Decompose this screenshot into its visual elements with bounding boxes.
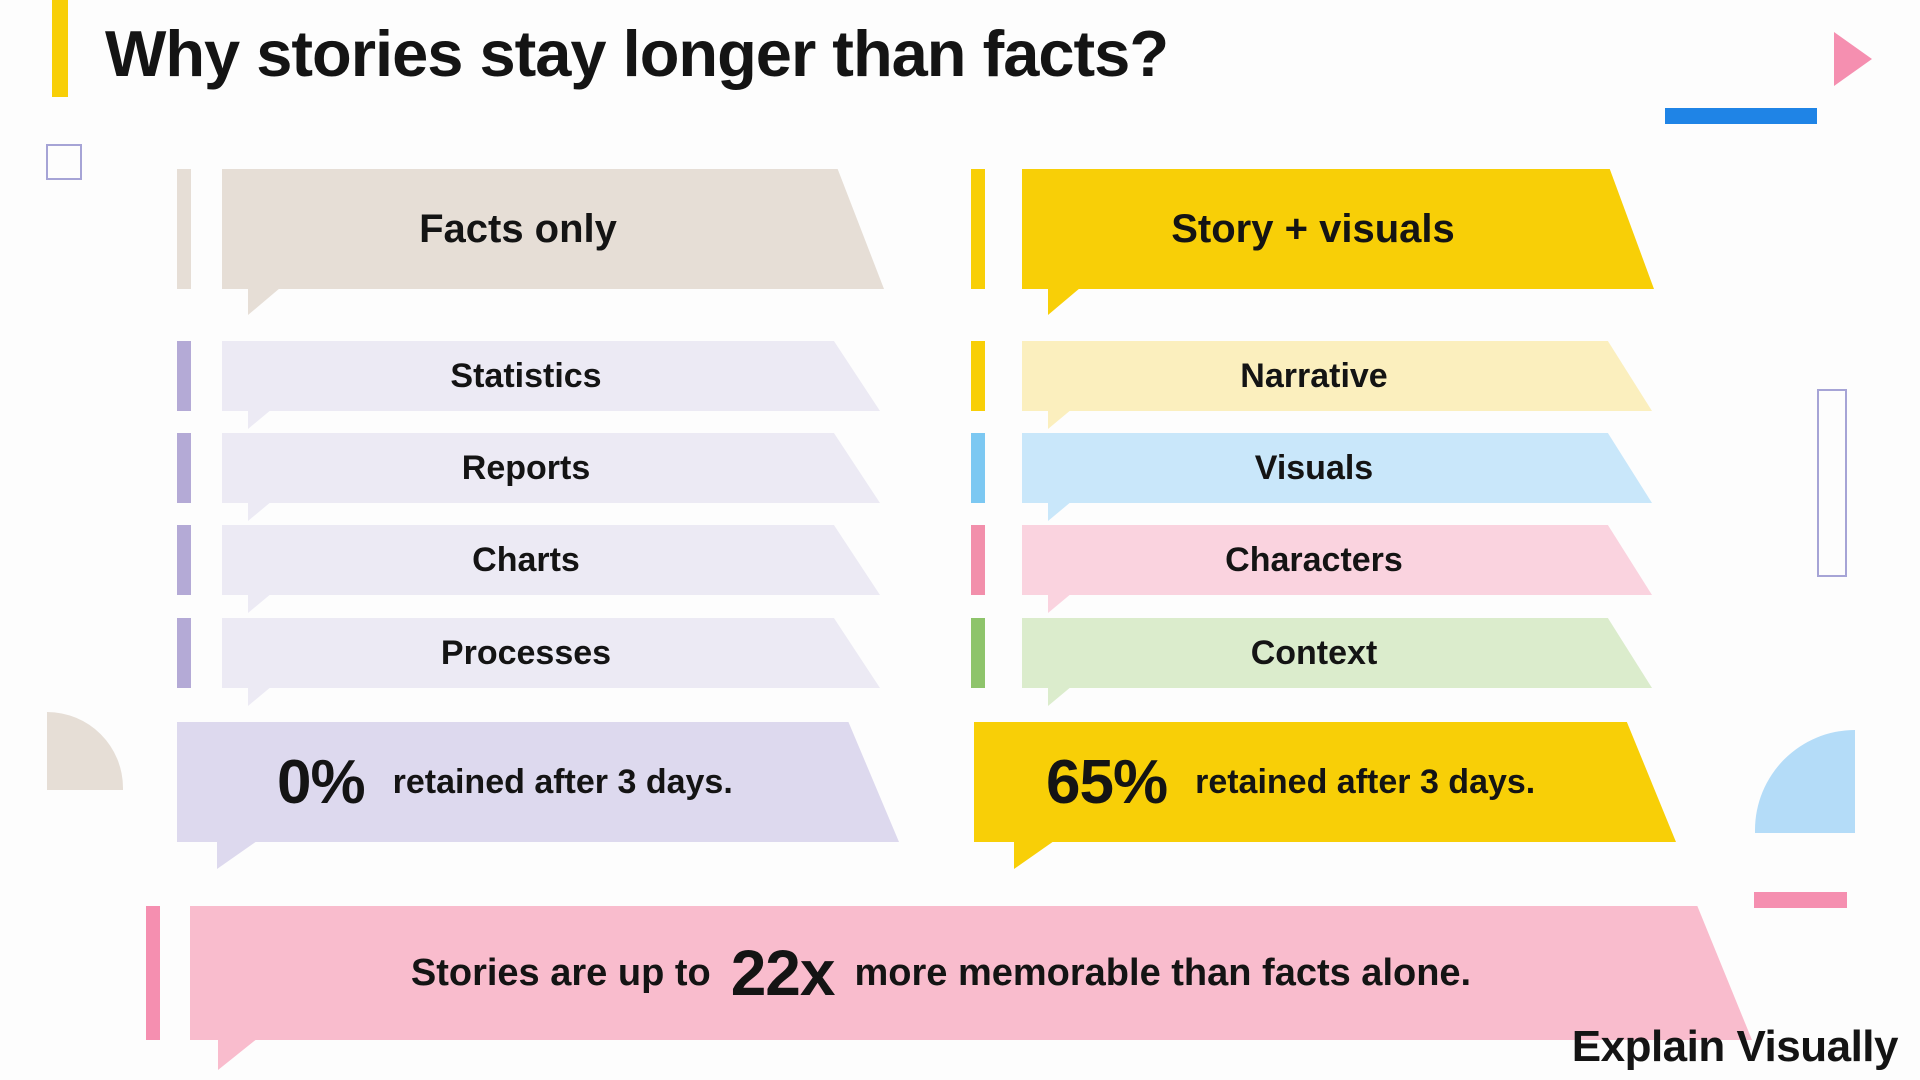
- page-title: Why stories stay longer than facts?: [105, 17, 1169, 90]
- hollow-square-decoration: [46, 144, 82, 180]
- play-triangle-icon: [1834, 32, 1872, 86]
- right-header-strip: [971, 169, 985, 289]
- list-item-statistics: Statistics: [222, 341, 880, 429]
- footer-multiplier: 22x: [730, 937, 836, 1009]
- list-item-label: Reports: [461, 448, 591, 487]
- left-header-strip: [177, 169, 191, 289]
- blue-bar-decoration: [1665, 108, 1817, 124]
- story-visuals-header: Story + visuals: [1022, 169, 1654, 315]
- left-row-strip: [177, 341, 191, 411]
- footer-strip: [146, 906, 160, 1040]
- facts-only-header: Facts only: [222, 169, 884, 315]
- memorability-banner: Stories are up to 22x more memorable tha…: [190, 906, 1752, 1070]
- right-row-strip: [971, 433, 985, 503]
- quarter-circle-beige-decoration: [47, 712, 123, 790]
- hollow-rectangle-decoration: [1817, 389, 1847, 577]
- title-accent-bar: [52, 0, 68, 97]
- footer-suffix: more memorable than facts alone.: [854, 951, 1472, 994]
- story-retention-value: 65%: [1046, 747, 1168, 817]
- left-row-strip: [177, 433, 191, 503]
- half-circle-blue-decoration: [1755, 730, 1855, 833]
- list-item-label: Context: [1250, 633, 1378, 672]
- pink-bar-decoration: [1754, 892, 1847, 908]
- facts-retention-value: 0%: [277, 747, 366, 817]
- left-row-strip: [177, 525, 191, 595]
- story-retention-label: retained after 3 days.: [1195, 762, 1536, 801]
- list-item-characters: Characters: [1022, 525, 1652, 613]
- footer-prefix: Stories are up to: [410, 951, 711, 994]
- story-retention-callout: 65% retained after 3 days.: [974, 722, 1676, 869]
- list-item-reports: Reports: [222, 433, 880, 521]
- right-row-strip: [971, 341, 985, 411]
- right-row-strip: [971, 618, 985, 688]
- list-item-label: Statistics: [450, 356, 602, 395]
- list-item-narrative: Narrative: [1022, 341, 1652, 429]
- right-row-strip: [971, 525, 985, 595]
- list-item-label: Visuals: [1254, 448, 1374, 487]
- list-item-label: Characters: [1225, 540, 1403, 579]
- list-item-label: Charts: [472, 540, 580, 579]
- story-visuals-label: Story + visuals: [1171, 206, 1455, 251]
- list-item-visuals: Visuals: [1022, 433, 1652, 521]
- facts-retention-callout: 0% retained after 3 days.: [177, 722, 899, 869]
- brand-logo: Explain Visually: [1571, 1022, 1899, 1071]
- facts-retention-label: retained after 3 days.: [392, 762, 733, 801]
- list-item-processes: Processes: [222, 618, 880, 706]
- list-item-charts: Charts: [222, 525, 880, 613]
- facts-only-label: Facts only: [419, 206, 617, 251]
- list-item-label: Processes: [440, 633, 612, 672]
- list-item-context: Context: [1022, 618, 1652, 706]
- list-item-label: Narrative: [1240, 356, 1388, 395]
- left-row-strip: [177, 618, 191, 688]
